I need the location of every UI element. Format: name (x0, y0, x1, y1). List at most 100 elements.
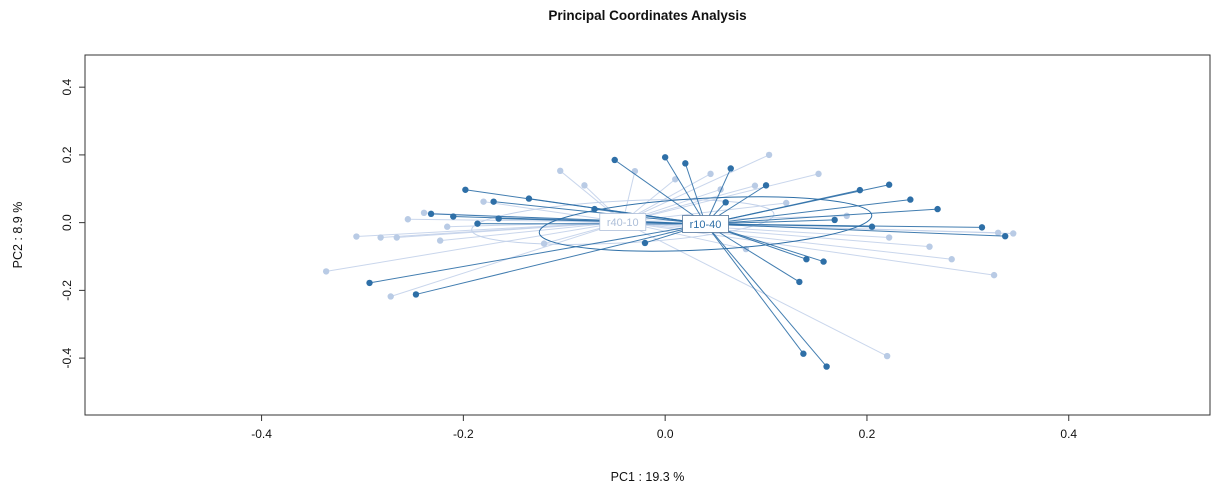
data-point (387, 293, 394, 300)
data-point (366, 279, 373, 287)
spider-line (493, 201, 706, 225)
spider-line (326, 221, 623, 272)
data-point (404, 216, 412, 223)
spider-line (664, 157, 706, 225)
y-tick-label: 0.0 (60, 214, 74, 231)
x-tick-label: -0.2 (453, 427, 474, 441)
spider-line (415, 223, 706, 295)
chart-title: Principal Coordinates Analysis (548, 8, 747, 23)
data-point (800, 350, 807, 357)
centroid-label: r10-40 (690, 219, 722, 231)
data-point (948, 256, 955, 263)
spider-line (622, 221, 995, 276)
data-point (393, 234, 400, 241)
data-point (934, 205, 941, 213)
spider-line (622, 221, 952, 260)
spider-line (440, 221, 623, 242)
data-point (450, 213, 457, 220)
data-point (762, 182, 770, 189)
x-tick-label: -0.4 (251, 427, 272, 441)
spider-line (622, 221, 930, 248)
data-point (751, 182, 759, 189)
spider-line (684, 163, 706, 225)
data-point (831, 216, 838, 224)
x-axis-label: PC1 : 19.3 % (610, 470, 685, 484)
data-point (672, 176, 679, 183)
data-point (926, 243, 933, 250)
data-point (427, 210, 435, 218)
y-tick-label: 0.4 (60, 79, 74, 96)
data-point (843, 212, 850, 220)
data-point (978, 224, 986, 231)
spider-line (622, 154, 770, 223)
spider-line (705, 223, 800, 283)
data-point (480, 198, 487, 205)
x-tick-label: 0.4 (1060, 427, 1077, 441)
group-ellipse (471, 199, 775, 245)
data-point (1010, 230, 1017, 237)
data-point (856, 186, 864, 194)
data-point (444, 223, 451, 230)
data-point (796, 278, 803, 286)
data-point (525, 195, 533, 202)
data-point (722, 199, 729, 206)
data-point (823, 363, 830, 370)
data-point (907, 196, 914, 203)
data-point (820, 258, 827, 265)
data-point (611, 156, 618, 164)
data-point (462, 186, 469, 193)
spider-line (705, 168, 732, 225)
data-point (631, 167, 639, 175)
data-point (765, 151, 773, 159)
x-tick-label: 0.0 (657, 427, 674, 441)
data-point (420, 209, 428, 217)
data-point (581, 182, 588, 189)
x-tick-label: 0.2 (859, 427, 876, 441)
plot-border (84, 54, 1211, 416)
y-tick-label: -0.4 (60, 347, 74, 368)
data-point (436, 237, 444, 244)
spider-line (369, 223, 706, 284)
data-point (783, 199, 790, 207)
centroid-label-box (682, 215, 729, 233)
data-point (885, 234, 893, 241)
data-point (641, 239, 649, 247)
spider-line (614, 159, 706, 225)
data-point (883, 352, 891, 360)
y-tick-label: -0.2 (60, 280, 74, 301)
data-point (495, 215, 502, 222)
data-point (591, 205, 598, 213)
data-point (990, 271, 998, 279)
data-point (1001, 232, 1009, 240)
data-point (353, 233, 360, 240)
spider-line (705, 223, 1006, 237)
data-point (661, 154, 669, 161)
data-point (474, 220, 481, 227)
spider-line (705, 208, 938, 225)
data-point (412, 291, 420, 298)
spider-line (705, 223, 827, 367)
centroid-label-box (599, 213, 647, 231)
data-point (727, 165, 734, 172)
group-ellipse (538, 196, 873, 252)
centroid-label: r40-10 (607, 217, 639, 229)
spider-line (705, 199, 911, 225)
data-point (803, 256, 810, 263)
data-point (322, 268, 330, 275)
data-point (885, 181, 893, 188)
data-point (682, 160, 689, 167)
data-point (707, 170, 714, 178)
y-tick-label: 0.2 (60, 146, 74, 163)
spider-line (396, 221, 623, 239)
y-axis-label: PC2 : 8.9 % (11, 201, 25, 269)
data-point (994, 229, 1002, 236)
data-point (557, 167, 564, 175)
data-point (540, 240, 548, 247)
data-point (868, 223, 876, 230)
spider-line (705, 223, 804, 355)
spider-line (622, 221, 890, 239)
spider-line (407, 218, 623, 223)
spider-line (705, 223, 982, 228)
